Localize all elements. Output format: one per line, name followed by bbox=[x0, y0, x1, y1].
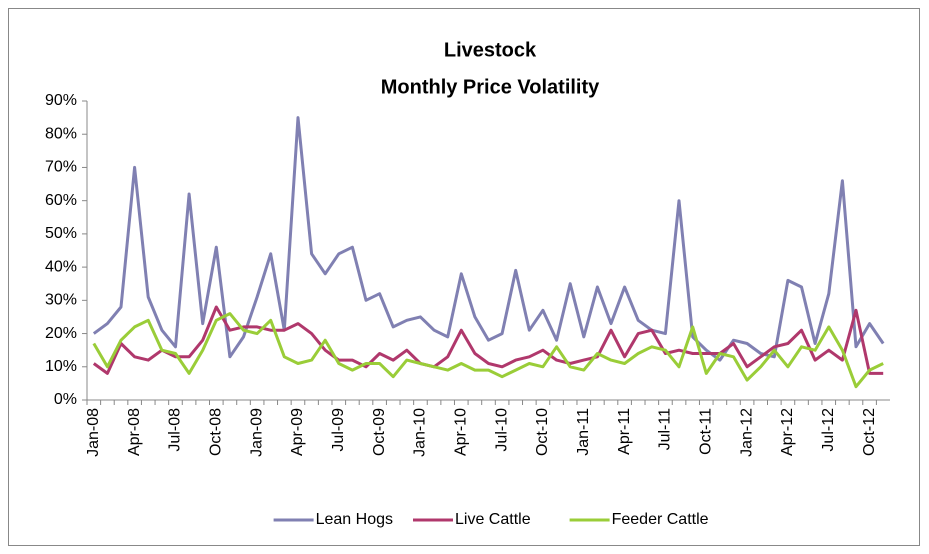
series-line bbox=[92, 305, 884, 375]
x-tick-label: Oct-11 bbox=[697, 408, 714, 455]
x-tick-label: Oct-09 bbox=[371, 408, 388, 456]
chart-border bbox=[8, 8, 920, 546]
x-tick-label: Apr-09 bbox=[289, 408, 306, 456]
x-tick-label: Apr-12 bbox=[779, 408, 796, 456]
x-tick-label: Oct-10 bbox=[534, 408, 551, 456]
y-tick-label: 50% bbox=[45, 225, 77, 242]
x-tick-label: Jan-10 bbox=[412, 408, 429, 457]
y-tick-label: 90% bbox=[45, 92, 77, 109]
x-tick-label: Jul-11 bbox=[657, 408, 674, 450]
y-tick-label: 30% bbox=[45, 292, 77, 309]
legend-label: Feeder Cattle bbox=[612, 511, 709, 528]
y-tick-label: 10% bbox=[45, 358, 77, 375]
series-line bbox=[92, 312, 884, 389]
x-tick-label: Apr-10 bbox=[452, 408, 469, 456]
x-tick-label: Apr-08 bbox=[126, 408, 143, 456]
x-tick-label: Jul-09 bbox=[330, 408, 347, 452]
x-tick-label: Apr-11 bbox=[616, 408, 633, 455]
x-tick-label: Jul-08 bbox=[167, 408, 184, 452]
x-tick-label: Oct-12 bbox=[861, 408, 878, 456]
y-tick-label: 70% bbox=[45, 159, 77, 176]
x-tick-label: Jan-12 bbox=[738, 408, 755, 457]
y-tick-label: 80% bbox=[45, 125, 77, 142]
legend: Lean Hogs Live Cattle Feeder Cattle bbox=[273, 511, 709, 528]
x-tick-label: Oct-08 bbox=[208, 408, 225, 456]
y-tick-label: 0% bbox=[54, 391, 77, 408]
x-tick-label: Jan-08 bbox=[85, 408, 102, 457]
legend-label: Lean Hogs bbox=[316, 511, 393, 528]
chart-subtitle: Monthly Price Volatility bbox=[381, 76, 600, 98]
x-tick-label: Jan-11 bbox=[575, 408, 592, 456]
y-tick-label: 40% bbox=[45, 258, 77, 275]
y-tick-label: 60% bbox=[45, 192, 77, 209]
x-tick-label: Jan-09 bbox=[248, 408, 265, 457]
y-tick-label: 20% bbox=[45, 325, 77, 342]
x-tick-label: Jul-12 bbox=[820, 408, 837, 452]
chart-title: Livestock bbox=[444, 39, 537, 61]
legend-label: Live Cattle bbox=[455, 511, 531, 528]
x-tick-label: Jul-10 bbox=[493, 408, 510, 452]
